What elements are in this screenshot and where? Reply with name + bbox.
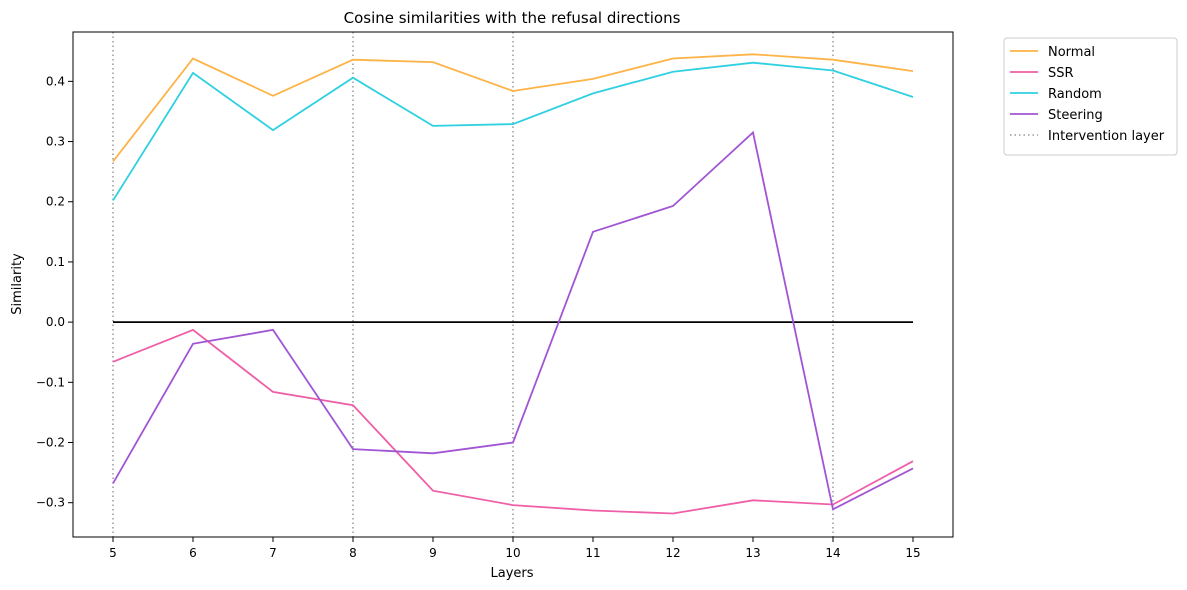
series-line-random [112, 61, 914, 201]
legend-label: Steering [1048, 108, 1103, 123]
legend: Normal SSR Random Steering Intervention laye… [1003, 37, 1178, 156]
plot-area [112, 32, 914, 537]
legend-label: Intervention layer [1048, 129, 1165, 144]
x-tick-label: 7 [269, 546, 277, 560]
x-tick-label: 5 [109, 546, 117, 560]
x-tick-label: 9 [429, 546, 437, 560]
x-tick-label: 14 [825, 546, 840, 560]
x-tick-label: 10 [505, 546, 520, 560]
legend-box [1003, 37, 1178, 156]
series-line-ssr [112, 328, 914, 515]
chart-title: Cosine similarities with the refusal dir… [344, 9, 681, 27]
y-axis-label: Similarity [10, 253, 25, 315]
legend-label: SSR [1048, 66, 1074, 81]
legend-label: Normal [1048, 45, 1095, 60]
x-axis: 5 6 7 8 9 10 11 12 13 14 15 [109, 537, 921, 560]
y-tick-label: 0.3 [46, 135, 65, 149]
x-tick-label: 8 [349, 546, 357, 560]
y-tick-label: 0.2 [46, 195, 65, 209]
x-tick-label: 6 [189, 546, 197, 560]
x-tick-label: 12 [665, 546, 680, 560]
y-tick-label: 0.0 [46, 315, 65, 329]
x-tick-label: 11 [585, 546, 600, 560]
y-tick-label: 0.1 [46, 255, 65, 269]
x-tick-label: 15 [905, 546, 920, 560]
x-axis-label: Layers [490, 566, 533, 581]
y-tick-label: −0.3 [36, 496, 65, 510]
legend-label: Random [1048, 87, 1102, 102]
y-tick-label: −0.2 [36, 436, 65, 450]
y-tick-label: −0.1 [36, 375, 65, 389]
series-line-steering [112, 130, 914, 511]
y-tick-label: 0.4 [46, 74, 65, 88]
series-line-normal [112, 53, 914, 162]
y-axis: 0.4 0.3 0.2 0.1 0.0 −0.1 −0.2 −0.3 [36, 74, 73, 510]
x-tick-label: 13 [745, 546, 760, 560]
